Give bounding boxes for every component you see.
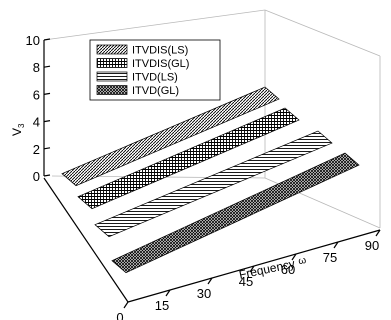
x-axis-label: Frequencyω [238,254,308,282]
legend: ITVDIS(LS)ITVDIS(GL) ITVD(LS)ITVD(GL) [89,39,221,101]
z-tick-label: 10 [26,33,40,48]
x-tick-mark [333,241,339,249]
legend-swatch [96,58,128,68]
x-tick-mark [375,229,381,237]
x-tick-mark [165,289,171,297]
z-tick-mark [43,120,51,123]
z-tick-mark [43,174,51,177]
legend-label: ITVDIS(GL) [132,58,189,70]
box-edge-top-right [264,9,381,57]
legend-label: ITVD(LS) [132,72,178,84]
x-tick-mark [123,301,129,309]
depth-axis-line [43,177,129,303]
axes: 0 2 4 6 8 10 0 15 30 45 60 75 90 [26,33,381,320]
legend-swatch [96,85,128,95]
x-tick-label: 15 [155,298,169,313]
x-tick-mark [291,253,297,261]
z-tick-label: 0 [33,169,40,184]
z-tick-mark [43,38,51,41]
x-tick-label: 45 [239,274,253,289]
ribbon-itvd-ls [94,130,333,238]
legend-swatch [96,71,128,82]
box-edge-top-left [43,9,266,41]
legend-label: ITVDIS(LS) [132,45,188,57]
ribbon-group [61,86,360,274]
ribbon-itvdis-ls [61,86,280,187]
z-tick-label: 4 [33,115,40,130]
x-tick-label: 30 [197,286,211,301]
x-tick-mark [249,265,255,273]
x-tick-label: 0 [116,310,123,320]
legend-swatch [96,44,128,55]
ribbon-itvdis-gl [77,107,300,210]
z-tick-mark [43,65,51,68]
x-tick-label: 60 [281,262,295,277]
z-tick-label: 6 [33,87,40,102]
ribbon-itvd-gl [111,152,360,274]
z-axis-label: V3 [10,123,26,136]
x-tick-label: 75 [323,250,337,265]
x-tick-label: 90 [365,238,379,253]
z-tick-mark [43,147,51,150]
z-tick-mark [43,92,51,95]
x-tick-mark [207,277,213,285]
z-tick-label: 8 [33,60,40,75]
z-tick-label: 2 [33,142,40,157]
legend-label: ITVD(GL) [132,85,179,97]
